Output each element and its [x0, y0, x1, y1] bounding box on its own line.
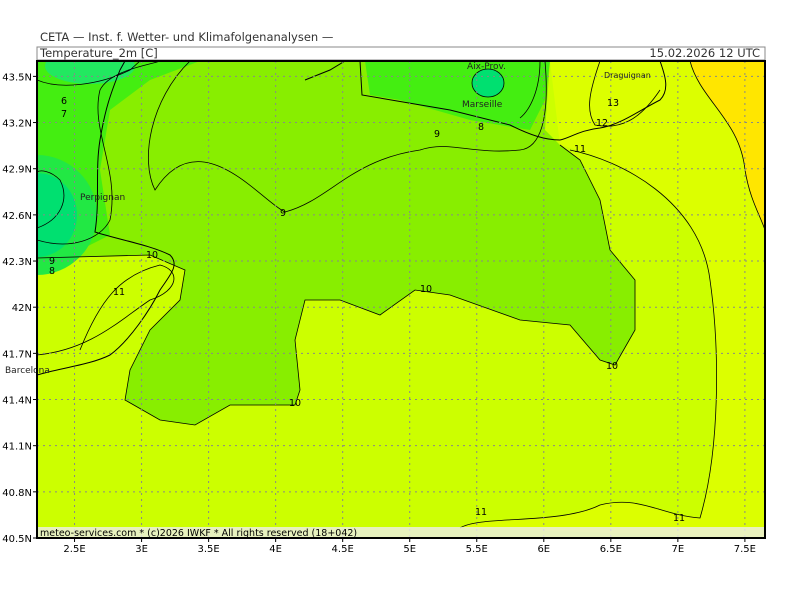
datetime: 15.02.2026 12 UTC	[649, 46, 760, 60]
place: Aix-Prov.	[467, 62, 506, 72]
contour-label: 8	[478, 122, 484, 133]
coastline	[37, 61, 175, 376]
contour-label: 9	[280, 208, 286, 219]
contour-label: 10	[146, 250, 158, 261]
contour-label: 10	[289, 398, 301, 409]
field-core	[472, 69, 504, 97]
contour-label: 11	[113, 287, 125, 298]
x-tick-label: 3E	[135, 544, 148, 555]
institute: CETA — Inst. f. Wetter- und Klimafolgena…	[40, 30, 333, 44]
contour-label: 6	[61, 96, 67, 107]
y-tick-label: 43.2N	[2, 119, 32, 130]
contour	[519, 61, 541, 119]
x-tick-label: 5E	[403, 544, 416, 555]
x-tick-label: 4E	[269, 544, 282, 555]
place: Marseille	[462, 100, 503, 110]
field-13	[690, 61, 765, 230]
field-land-east	[365, 61, 550, 130]
contour-label: 11	[673, 513, 685, 524]
contour-label: 11	[475, 507, 487, 518]
contour	[689, 61, 765, 231]
field-core	[45, 61, 135, 84]
x-tick-label: 6E	[537, 544, 550, 555]
x-tick-label: 3.5E	[197, 544, 219, 555]
contour	[37, 170, 65, 229]
y-tick-label: 42.9N	[2, 165, 32, 176]
x-tick-label: 7E	[672, 544, 685, 555]
contour	[37, 61, 161, 245]
contour-label: 9	[434, 129, 440, 140]
y-tick-label: 41.4N	[2, 396, 32, 407]
contour-label: 9	[49, 256, 55, 267]
contour	[589, 61, 661, 127]
contour	[471, 68, 505, 98]
footer: meteo-services.com * (c)2026 IWKF * All …	[40, 528, 357, 539]
footer-bar	[37, 527, 765, 538]
contour	[37, 144, 636, 426]
contour-label: 10	[420, 284, 432, 295]
y-tick-label: 42.6N	[2, 211, 32, 222]
contour-label: 13	[607, 98, 619, 109]
x-tick-label: 7.5E	[734, 544, 756, 555]
contour-label: 10	[606, 361, 618, 372]
y-tick-label: 40.8N	[2, 488, 32, 499]
grid	[37, 61, 765, 538]
field-9-10	[37, 61, 635, 425]
contour	[37, 264, 175, 356]
x-tick-label: 6.5E	[600, 544, 622, 555]
place: Barcelona	[5, 366, 50, 376]
place: Draguignan	[604, 71, 651, 80]
y-tick-label: 41.7N	[2, 349, 32, 360]
field-11-12	[460, 61, 765, 538]
coastline	[359, 61, 667, 141]
y-tick-label: 42N	[12, 303, 32, 314]
contour-label: 8	[49, 266, 55, 277]
y-tick-label: 41.1N	[2, 442, 32, 453]
title: Temperature_2m [C]	[39, 46, 158, 60]
contour-label: 11	[574, 144, 586, 155]
contour	[459, 149, 717, 529]
y-tick-label: 43.5N	[2, 72, 32, 83]
y-tick-label: 40.5N	[2, 534, 32, 545]
contour-label: 7	[61, 109, 67, 120]
place: Perpignan	[80, 193, 125, 203]
x-tick-label: 4.5E	[332, 544, 354, 555]
map-frame	[36, 60, 766, 539]
contour	[37, 61, 141, 86]
contour	[148, 61, 547, 213]
x-tick-label: 2.5E	[63, 544, 85, 555]
contour-label: 12	[596, 118, 608, 129]
y-tick-label: 42.3N	[2, 257, 32, 268]
x-tick-label: 5.5E	[466, 544, 488, 555]
